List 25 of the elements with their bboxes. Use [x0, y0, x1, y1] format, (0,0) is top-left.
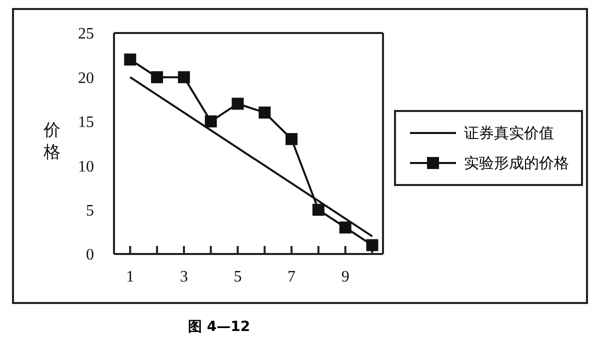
legend-label: 实验形成的价格 [464, 154, 569, 172]
y-axis-title: 价格 [42, 120, 60, 162]
point [286, 133, 298, 146]
x-tick-label: 5 [234, 268, 242, 286]
x-tick-label: 1 [126, 268, 134, 286]
point [178, 71, 190, 84]
y-tick-label: 25 [78, 26, 94, 43]
x-tick-label: 9 [341, 268, 350, 286]
point [258, 106, 271, 119]
legend-label: 证券真实价值 [464, 124, 554, 142]
x-tick-label: 3 [180, 268, 188, 286]
point [366, 239, 378, 252]
y-tick-label: 0 [86, 246, 94, 264]
point [124, 54, 136, 66]
y-tick-label: 10 [78, 158, 94, 176]
x-tick-label: 7 [288, 268, 296, 286]
y-tick-label: 20 [78, 70, 94, 87]
y-tick-label: 15 [78, 114, 94, 132]
y-tick-label: 5 [86, 202, 94, 220]
point [151, 71, 164, 84]
point [204, 115, 217, 128]
point [339, 221, 352, 234]
caption: 图 4—12 [188, 318, 252, 336]
point [312, 204, 324, 216]
point [232, 98, 244, 110]
